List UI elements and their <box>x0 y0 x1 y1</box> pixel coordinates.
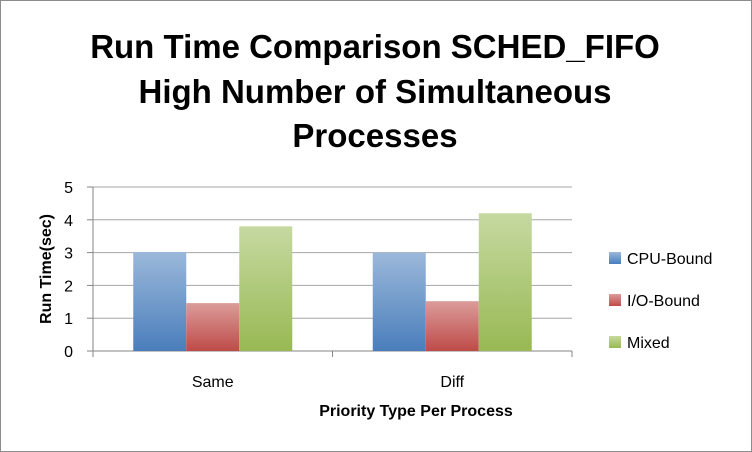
legend-label-mixed: Mixed <box>627 335 670 352</box>
bar-mixed-same <box>239 226 293 351</box>
bar-mixed-diff <box>478 213 532 351</box>
bars <box>133 213 532 351</box>
legend-swatch-cpu-bound <box>609 252 621 264</box>
y-axis-title: Run Time(sec) <box>38 214 55 324</box>
x-tick-label-same: Same <box>192 374 234 391</box>
y-tick-label: 4 <box>64 213 73 230</box>
legend-label-i-o-bound: I/O-Bound <box>627 293 700 310</box>
y-tick-label: 1 <box>64 311 73 328</box>
x-tick-label-diff: Diff <box>440 374 464 391</box>
y-tick-label: 3 <box>64 246 73 263</box>
y-tick-label: 2 <box>64 278 73 295</box>
legend-swatch-mixed <box>609 336 621 348</box>
bar-i-o-bound-diff <box>425 301 479 351</box>
legend: CPU-Bound I/O-Bound Mixed <box>609 251 712 352</box>
x-axis-title: Priority Type Per Process <box>319 403 513 420</box>
bar-cpu-bound-same <box>133 251 187 351</box>
y-tick-label: 0 <box>64 344 73 361</box>
y-tick-label: 5 <box>64 180 73 197</box>
legend-label-cpu-bound: CPU-Bound <box>627 251 712 268</box>
chart-title-line-2: High Number of Simultaneous <box>138 73 611 110</box>
chart-title-line-3: Processes <box>292 117 457 154</box>
y-tick-labels: 0 1 2 3 4 5 <box>64 180 73 361</box>
legend-swatch-i-o-bound <box>609 294 621 306</box>
bar-i-o-bound-same <box>186 303 240 351</box>
bar-cpu-bound-diff <box>372 252 426 351</box>
chart-title-line-1: Run Time Comparison SCHED_FIFO <box>90 28 660 65</box>
x-tick-labels: Same Diff <box>192 374 465 391</box>
